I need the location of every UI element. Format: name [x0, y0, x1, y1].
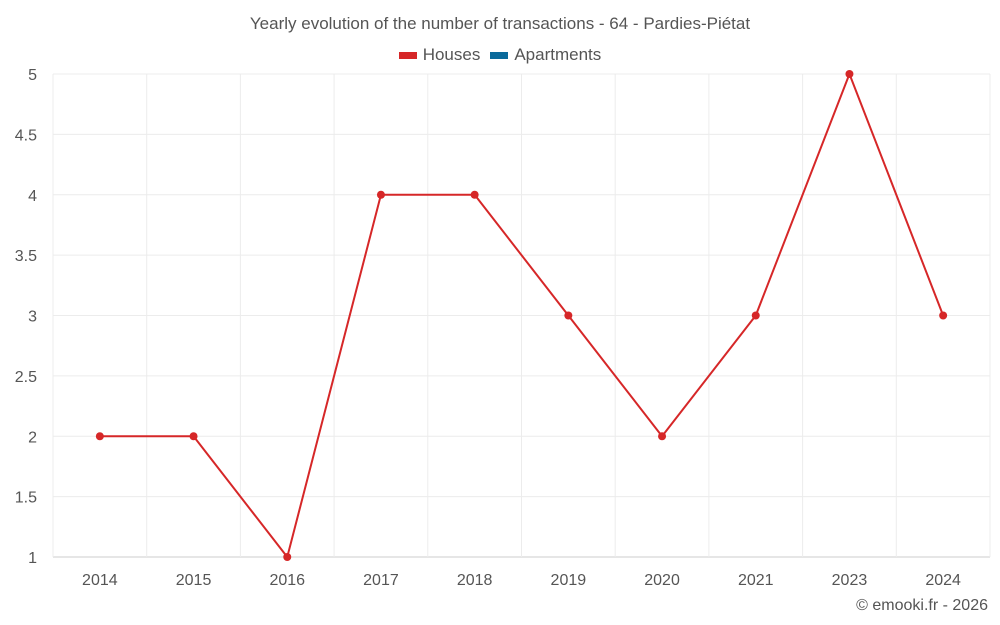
credit-text: © emooki.fr - 2026 [856, 597, 988, 614]
y-tick-label: 5 [28, 67, 37, 84]
legend-swatch-houses [398, 51, 417, 59]
data-point-houses [95, 432, 104, 441]
data-point-houses [189, 432, 198, 441]
y-tick-label: 4 [28, 188, 37, 205]
legend: Houses Apartments [0, 45, 1000, 65]
y-tick-label: 2.5 [15, 369, 37, 386]
x-tick-label: 2019 [551, 572, 587, 589]
x-tick-label: 2020 [644, 572, 680, 589]
legend-item-houses[interactable]: Houses [398, 45, 481, 65]
y-tick-label: 4.5 [15, 127, 37, 144]
legend-label-apartments: Apartments [514, 45, 602, 64]
data-point-houses [283, 553, 292, 561]
y-tick-label: 1.5 [15, 490, 37, 507]
series-line-houses [99, 73, 945, 558]
y-tick-label: 3 [28, 309, 37, 326]
x-tick-label: 2017 [363, 572, 399, 589]
x-tick-label: 2014 [82, 572, 118, 589]
x-tick-label: 2024 [925, 572, 961, 589]
data-point-houses [658, 432, 667, 441]
legend-swatch-apartments [490, 51, 509, 59]
legend-item-apartments[interactable]: Apartments [490, 45, 601, 65]
data-point-houses [939, 311, 948, 320]
y-tick-label: 2 [28, 429, 37, 446]
x-tick-label: 2018 [457, 572, 493, 589]
y-tick-label: 1 [28, 550, 37, 567]
x-tick-label: 2015 [176, 572, 212, 589]
chart-title: Yearly evolution of the number of transa… [249, 14, 751, 33]
data-point-houses [564, 311, 573, 320]
data-point-houses [751, 311, 760, 320]
legend-label-houses: Houses [422, 45, 481, 64]
x-tick-label: 2016 [269, 572, 305, 589]
data-point-houses [376, 190, 385, 199]
x-tick-label: 2023 [832, 572, 868, 589]
x-tick-label: 2021 [738, 572, 774, 589]
data-point-houses [470, 190, 479, 199]
y-tick-label: 3.5 [15, 248, 37, 265]
data-point-houses [845, 70, 854, 78]
